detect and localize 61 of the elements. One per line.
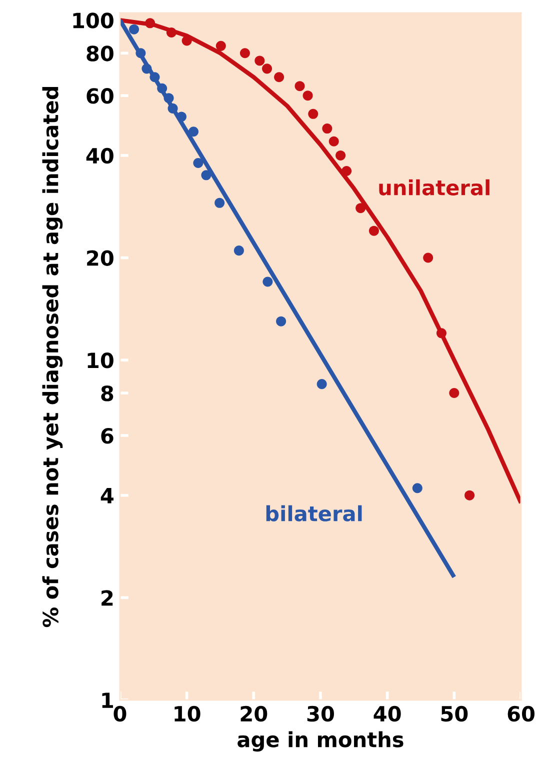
y-tick-label: 8 <box>101 385 114 402</box>
point <box>308 108 318 119</box>
point <box>234 246 244 256</box>
x-tick-label: 60 <box>508 706 534 722</box>
point <box>302 90 313 101</box>
y-tick-label: 40 <box>86 148 114 164</box>
y-tick-label: 4 <box>100 488 114 504</box>
x-tick-label: 0 <box>114 706 126 722</box>
text: bilateral <box>266 505 362 522</box>
point <box>262 64 272 74</box>
point <box>276 316 286 326</box>
point <box>449 388 460 398</box>
point <box>136 48 146 58</box>
point <box>328 136 339 146</box>
point <box>142 64 152 74</box>
point <box>166 27 176 38</box>
y-tick-label: 100 <box>73 12 114 28</box>
point <box>193 158 204 168</box>
series-label: unilateral <box>379 179 490 196</box>
y-axis-title: % of cases not yet diagnosed at age indicated <box>42 86 63 628</box>
point <box>182 36 192 46</box>
y-tick-label: 20 <box>87 250 114 266</box>
point <box>342 166 352 176</box>
y-tick-label: 1 <box>102 692 113 708</box>
point <box>274 72 284 82</box>
point <box>164 93 174 104</box>
x-axis-title: age in months <box>238 731 404 752</box>
point <box>216 40 226 51</box>
point <box>262 276 273 287</box>
point <box>464 490 475 500</box>
x-tick-label: 30 <box>307 706 334 722</box>
x-tick-label: 40 <box>374 706 401 722</box>
point <box>336 150 346 160</box>
y-tick-label: 80 <box>86 46 114 62</box>
y-tick-label: 6 <box>101 428 114 444</box>
point <box>294 81 305 92</box>
point <box>168 103 178 114</box>
point <box>176 112 186 122</box>
point <box>188 126 199 137</box>
point <box>145 18 156 28</box>
point <box>150 72 160 82</box>
point <box>423 252 434 263</box>
point <box>129 24 140 34</box>
point <box>254 56 265 66</box>
point <box>356 203 366 214</box>
point <box>157 83 168 94</box>
point <box>201 170 212 180</box>
y-tick-label: 60 <box>86 88 114 104</box>
point <box>316 379 327 390</box>
point <box>368 226 379 236</box>
point <box>214 198 225 208</box>
point <box>322 124 332 134</box>
x-tick-label: 10 <box>174 706 200 722</box>
x-tick-label: 50 <box>441 706 468 722</box>
x-tick-label: 20 <box>240 706 268 722</box>
y-tick-label: 10 <box>88 352 114 368</box>
point <box>412 483 422 494</box>
line-series <box>120 18 521 505</box>
point <box>436 328 446 338</box>
point <box>240 48 250 58</box>
y-tick-label: 2 <box>102 590 113 606</box>
